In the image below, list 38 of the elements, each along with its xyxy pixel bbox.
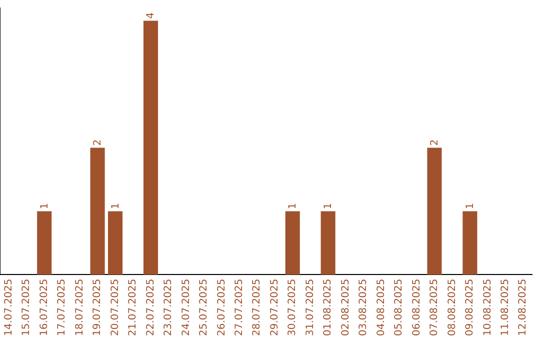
x-tick-label: 27.07.2025 xyxy=(234,278,245,336)
x-tick-label: 21.07.2025 xyxy=(128,278,139,336)
x-tick-label: 07.08.2025 xyxy=(429,278,440,336)
x-tick-label: 15.07.2025 xyxy=(21,278,32,336)
x-tick-label: 02.08.2025 xyxy=(340,278,352,336)
x-tick-label: 19.07.2025 xyxy=(92,278,104,336)
x-tick-label: 22.07.2025 xyxy=(145,278,156,336)
x-tick-label: 01.08.2025 xyxy=(322,278,334,336)
data-label: 1 xyxy=(110,202,122,210)
x-tick-label: 05.08.2025 xyxy=(394,278,405,336)
x-tick-label: 09.08.2025 xyxy=(464,278,476,336)
data-label: 1 xyxy=(39,202,50,210)
x-tick-label: 08.08.2025 xyxy=(446,278,458,336)
x-tick-label: 23.07.2025 xyxy=(163,278,174,336)
x-tick-label: 24.07.2025 xyxy=(180,278,192,336)
data-label: 2 xyxy=(92,139,104,146)
data-label: 4 xyxy=(146,12,157,19)
x-tick-label: 16.07.2025 xyxy=(38,278,50,336)
data-label: 1 xyxy=(464,202,476,210)
x-tick-label: 03.08.2025 xyxy=(358,278,370,336)
x-tick-label: 11.08.2025 xyxy=(500,278,511,336)
data-label: 1 xyxy=(288,202,299,210)
x-tick-label: 31.07.2025 xyxy=(304,278,316,336)
x-tick-label: 17.07.2025 xyxy=(56,278,68,336)
x-tick-label: 12.08.2025 xyxy=(518,278,529,336)
x-tick-label: 10.08.2025 xyxy=(482,278,494,336)
data-label: 2 xyxy=(429,139,440,146)
x-tick-label: 14.07.2025 xyxy=(3,278,14,336)
x-tick-label: 28.07.2025 xyxy=(252,278,263,336)
x-tick-label: 18.07.2025 xyxy=(74,278,86,336)
data-label: 1 xyxy=(323,202,334,210)
x-tick-label: 20.07.2025 xyxy=(110,278,121,336)
x-tick-label: 06.08.2025 xyxy=(411,278,422,336)
x-tick-label: 04.08.2025 xyxy=(376,278,387,336)
x-tick-label: 30.07.2025 xyxy=(287,278,298,336)
x-tick-label: 29.07.2025 xyxy=(269,278,280,336)
x-tick-label: 26.07.2025 xyxy=(216,278,228,336)
x-tick-label: 25.07.2025 xyxy=(198,278,210,336)
